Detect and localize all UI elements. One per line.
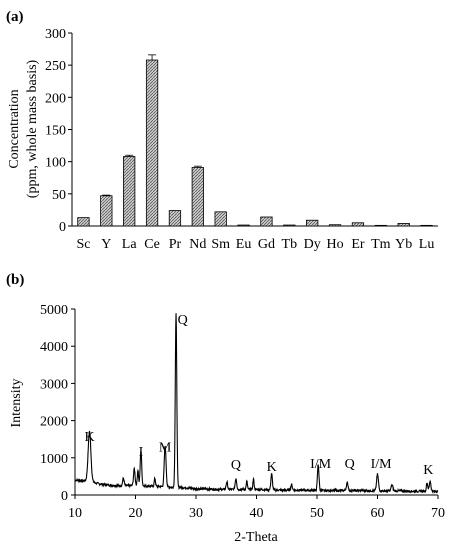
xrd-peak-label: M [159,440,172,455]
bar-Yb [397,223,410,227]
bar-chart-x-tick-label: Ho [327,237,344,252]
xrd-x-tick-label: 50 [310,506,324,521]
bar-Ho [328,224,342,227]
bar-chart-x-tick-label: Dy [304,237,321,252]
bar-chart-x-tick-label: Sm [211,237,230,252]
bar-chart-x-tick-label: Tm [371,237,391,252]
bar-chart-x-tick-label: Tb [282,237,298,252]
bar-chart-x-tick-label: Sc [76,237,90,252]
bar-Dy [306,219,319,227]
xrd-y-tick-label: 4000 [40,340,68,355]
panel-label-b: (b) [6,272,24,288]
bar-chart-x-ticks: Sc Y La Ce Pr Nd Sm Eu Gd Tb Dy Ho Er Tm Yb Lu [76,237,434,252]
xrd-x-tick-label: 10 [68,506,82,521]
xrd-x-tick-label: 40 [250,506,264,521]
xrd-peak-label: Q [345,457,355,472]
xrd-peak-label: Q [231,458,241,473]
xrd-peak-annotations: K I M Q Q K I/M Q I/M K [84,313,433,478]
bar-chart-y-tick-label: 50 [52,188,66,203]
bar-chart-x-tick-label: Er [351,237,365,252]
bar-Tb [283,224,296,227]
xrd-chart-x-ticks: 10 20 30 40 50 60 70 [68,495,445,521]
xrd-peak-label: K [267,460,277,475]
xrd-line-chart-panel: (b) 0 1000 2000 3000 4000 5000 10 20 30 40 50 60 70… [6,272,445,545]
bar-Eu [237,224,250,227]
xrd-peak-label: Q [178,313,188,328]
bar-chart-y-tick-label: 100 [45,156,66,171]
xrd-y-tick-label: 0 [61,489,68,504]
xrd-y-tick-label: 2000 [40,415,68,430]
bar-chart-x-tick-label: Gd [258,237,275,252]
bar-Lu [420,224,433,227]
xrd-x-tick-label: 60 [371,506,385,521]
bar-chart-x-tick-label: Nd [189,237,206,252]
xrd-peak-label: I/M [310,457,332,472]
bar-Y [100,195,113,227]
bar-Tm [374,224,387,227]
bar-La [123,156,136,227]
xrd-x-tick-label: 20 [129,506,143,521]
bar-Er [351,222,365,227]
xrd-peak-label: I/M [371,457,393,472]
bar-chart-x-tick-label: Pr [169,237,182,252]
bar-Sm [214,211,227,227]
bar-chart-y-tick-label: 200 [45,91,66,106]
xrd-y-tick-label: 3000 [40,377,68,392]
bar-chart-panel: (a) 0 50 100 150 200 250 300 Sc Y La Ce Pr Nd Sm Eu Gd… [6,9,438,252]
xrd-peak-label: K [84,430,94,445]
xrd-x-tick-label: 30 [189,506,203,521]
xrd-y-tick-label: 5000 [40,303,68,318]
bar-chart-y-tick-label: 150 [45,124,66,139]
bar-chart-x-tick-label: Y [101,237,111,252]
bar-chart-x-tick-label: La [122,237,138,252]
bar-chart-y-tick-label: 0 [59,220,66,235]
xrd-x-axis-title: 2-Theta [234,530,278,545]
bar-Nd [191,167,204,227]
xrd-x-tick-label: 70 [431,506,445,521]
xrd-peak-label: K [423,463,433,478]
xrd-y-tick-label: 1000 [40,452,68,467]
bar-chart-x-tick-label: Yb [395,237,412,252]
bar-chart-x-tick-label: Lu [419,237,435,252]
bar-chart-y-axis-units: (ppm, whole mass basis) [25,59,40,198]
bar-chart-y-ticks: 0 50 100 150 200 250 300 [45,27,72,235]
xrd-chart-y-ticks: 0 1000 2000 3000 4000 5000 [40,303,75,504]
bar-Pr [168,210,182,227]
bar-chart-y-tick-label: 250 [45,59,66,74]
bar-Sc [77,217,90,227]
bar-chart-x-tick-label: Ce [144,237,160,252]
xrd-pattern-line [74,313,439,495]
bar-chart-x-tick-label: Eu [236,237,252,252]
panel-label-a: (a) [6,9,24,25]
bar-chart-bars [77,54,433,227]
bar-chart-y-tick-label: 300 [45,27,66,42]
bar-chart-y-axis-title: Concentration [7,89,22,168]
bar-Ce [145,59,159,227]
xrd-y-axis-title: Intensity [9,379,24,428]
bar-Gd [260,216,273,227]
xrd-peak-label: I [139,445,144,460]
